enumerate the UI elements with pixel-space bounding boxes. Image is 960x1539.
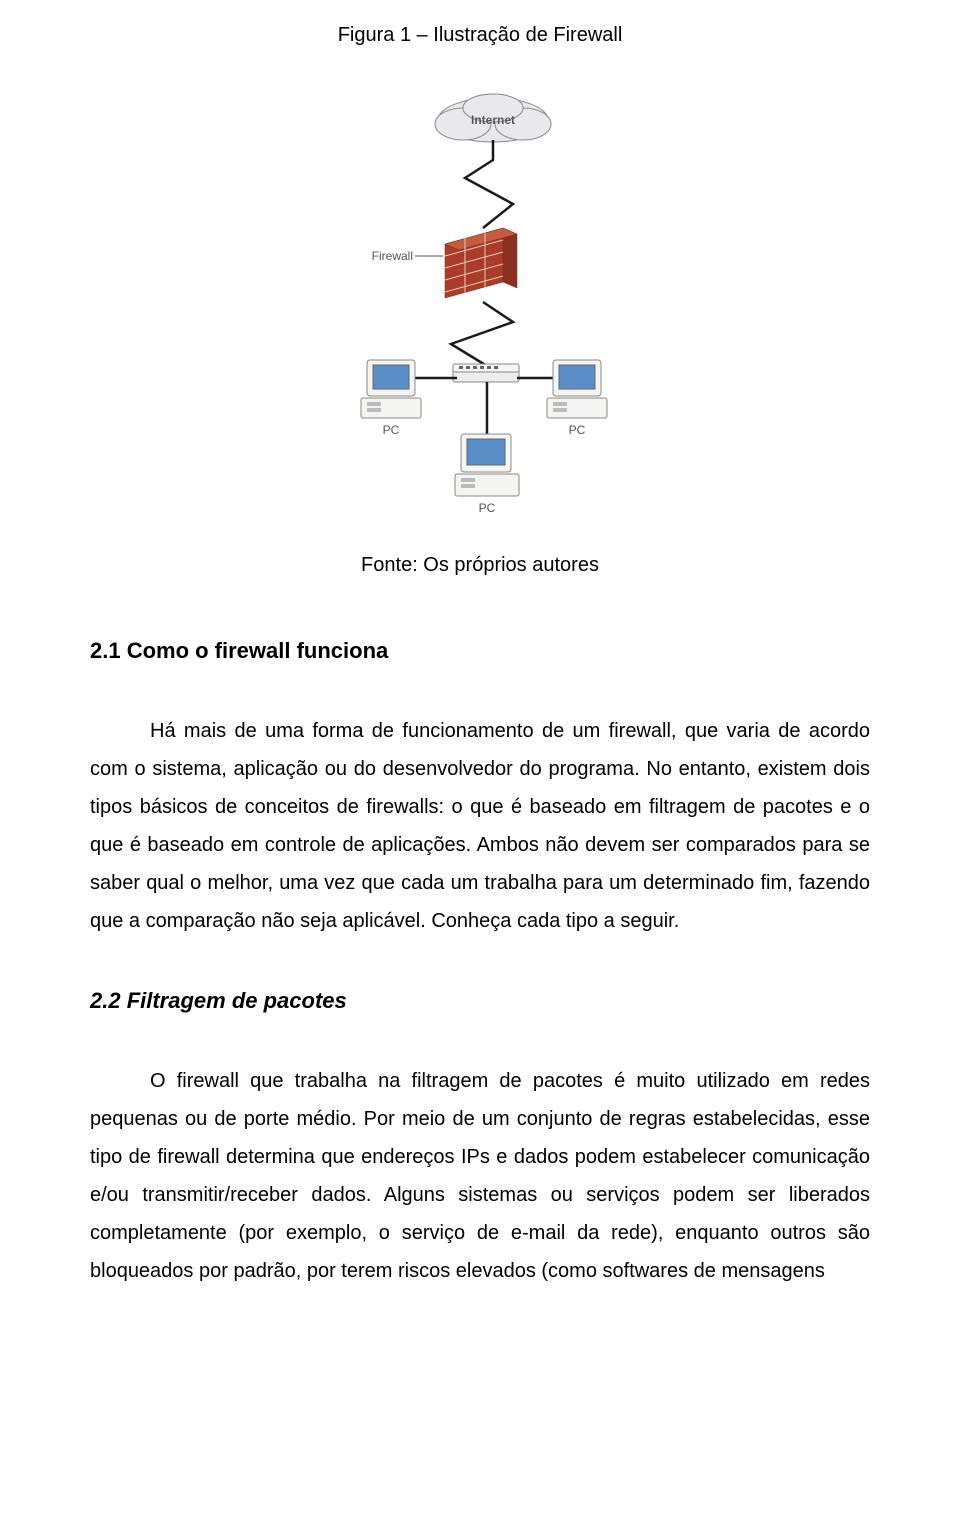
- firewall-icon: [445, 228, 517, 298]
- hub-icon: [453, 364, 519, 382]
- internet-label: Internet: [471, 113, 515, 127]
- figure-caption: Figura 1 – Ilustração de Firewall: [90, 16, 870, 54]
- firewall-label: Firewall: [372, 249, 413, 263]
- cable-firewall-hub: [451, 302, 513, 366]
- pc-left-label: PC: [383, 423, 400, 437]
- source-caption: Fonte: Os próprios autores: [90, 546, 870, 584]
- pc-bottom-icon: PC: [455, 434, 519, 515]
- firewall-diagram: Internet Firewall: [90, 78, 870, 518]
- pc-bottom-label: PC: [479, 501, 496, 515]
- internet-cloud-icon: Internet: [435, 94, 551, 142]
- section-2-1-paragraph: Há mais de uma forma de funcionamento de…: [90, 712, 870, 940]
- pc-right-label: PC: [569, 423, 586, 437]
- cable-internet-firewall: [465, 140, 513, 228]
- section-2-2-paragraph: O firewall que trabalha na filtragem de …: [90, 1062, 870, 1290]
- section-2-1-heading: 2.1 Como o firewall funciona: [90, 630, 870, 672]
- pc-right-icon: PC: [547, 360, 607, 437]
- pc-left-icon: PC: [361, 360, 421, 437]
- section-2-2-heading: 2.2 Filtragem de pacotes: [90, 980, 870, 1022]
